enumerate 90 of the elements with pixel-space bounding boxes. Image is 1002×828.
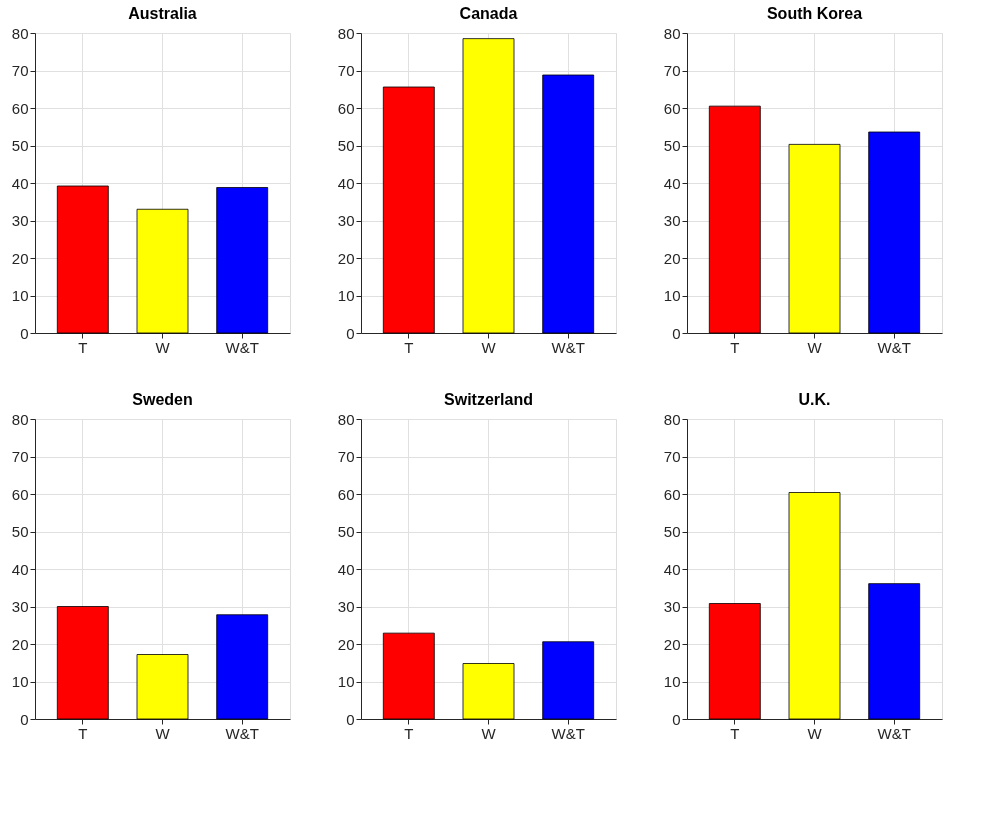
bar <box>216 614 269 720</box>
y-tick-label: 40 <box>11 174 29 192</box>
x-tick-label: T <box>730 724 740 742</box>
x-tick-label: T <box>404 724 414 742</box>
bar <box>708 105 761 334</box>
y-tick-label: 0 <box>672 710 681 728</box>
y-tick-label: 10 <box>11 287 29 304</box>
y-tick-label: 50 <box>663 137 681 154</box>
bar <box>868 583 921 720</box>
y-tick-label: 70 <box>337 448 355 465</box>
chart-title: U.K. <box>798 391 831 408</box>
y-tick-label: 20 <box>11 249 29 267</box>
y-tick-label: 70 <box>11 448 29 465</box>
y-tick-label: 30 <box>11 598 29 615</box>
y-tick-label: 80 <box>11 24 29 42</box>
y-tick-label: 20 <box>337 249 355 267</box>
y-tick-label: 10 <box>337 287 355 304</box>
y-tick-label: 30 <box>663 212 681 229</box>
x-tick-label: W <box>155 724 171 742</box>
y-tick-label: 40 <box>337 560 355 578</box>
y-tick-label: 60 <box>337 485 355 503</box>
y-tick-label: 50 <box>11 523 29 540</box>
y-tick-label: 40 <box>337 174 355 192</box>
y-tick-label: 20 <box>663 249 681 267</box>
y-tick-label: 70 <box>11 62 29 79</box>
y-tick-label: 30 <box>337 598 355 615</box>
y-tick-label: 50 <box>337 137 355 154</box>
y-tick-label: 0 <box>20 324 29 342</box>
y-tick-label: 80 <box>337 24 355 42</box>
x-tick-label: T <box>78 338 88 356</box>
y-tick-label: 10 <box>663 287 681 304</box>
x-tick-label: W&T <box>225 724 259 742</box>
y-tick-label: 70 <box>337 62 355 79</box>
y-tick-label: 20 <box>11 635 29 653</box>
y-tick-label: 40 <box>11 560 29 578</box>
x-tick-label: T <box>404 338 414 356</box>
y-tick-label: 60 <box>663 485 681 503</box>
y-tick-label: 60 <box>11 485 29 503</box>
x-tick-label: T <box>730 338 740 356</box>
x-tick-label: W&T <box>877 338 911 356</box>
y-tick-label: 0 <box>672 324 681 342</box>
y-tick-label: 60 <box>337 99 355 117</box>
y-tick-label: 30 <box>337 212 355 229</box>
y-tick-label: 0 <box>346 324 355 342</box>
y-tick-label: 0 <box>346 710 355 728</box>
y-tick-label: 60 <box>11 99 29 117</box>
bar <box>382 86 435 334</box>
x-tick-label: W&T <box>877 724 911 742</box>
bar <box>542 74 595 334</box>
y-tick-label: 10 <box>663 673 681 690</box>
y-tick-label: 0 <box>20 710 29 728</box>
x-tick-label: W&T <box>551 724 585 742</box>
y-tick-label: 20 <box>337 635 355 653</box>
x-tick-label: W&T <box>225 338 259 356</box>
x-tick-label: W <box>807 338 823 356</box>
y-tick-label: 20 <box>663 635 681 653</box>
x-tick-label: T <box>78 724 88 742</box>
y-tick-label: 50 <box>11 137 29 154</box>
chart-title: Switzerland <box>444 391 533 408</box>
y-tick-label: 70 <box>663 62 681 79</box>
bar <box>868 131 921 334</box>
bar <box>788 143 841 334</box>
x-tick-label: W <box>807 724 823 742</box>
y-tick-label: 50 <box>337 523 355 540</box>
chart-title: Sweden <box>132 391 193 408</box>
chart-title: Australia <box>128 5 197 22</box>
y-tick-label: 80 <box>11 410 29 428</box>
y-tick-label: 40 <box>663 174 681 192</box>
y-tick-label: 80 <box>663 24 681 42</box>
x-tick-label: W <box>155 338 171 356</box>
bar <box>788 492 841 720</box>
x-tick-label: W&T <box>551 338 585 356</box>
bar <box>56 606 109 720</box>
y-tick-label: 40 <box>663 560 681 578</box>
bar <box>136 654 189 720</box>
y-tick-label: 70 <box>663 448 681 465</box>
x-tick-label: W <box>481 724 497 742</box>
bar <box>708 603 761 720</box>
y-tick-label: 50 <box>663 523 681 540</box>
chart-title: South Korea <box>766 5 863 22</box>
y-tick-label: 10 <box>337 673 355 690</box>
y-tick-label: 80 <box>337 410 355 428</box>
y-tick-label: 10 <box>11 673 29 690</box>
chart-title: Canada <box>459 5 518 22</box>
x-tick-label: W <box>481 338 497 356</box>
y-tick-label: 30 <box>663 598 681 615</box>
y-tick-label: 60 <box>663 99 681 117</box>
y-tick-label: 30 <box>11 212 29 229</box>
bar <box>462 38 515 334</box>
y-tick-label: 80 <box>663 410 681 428</box>
